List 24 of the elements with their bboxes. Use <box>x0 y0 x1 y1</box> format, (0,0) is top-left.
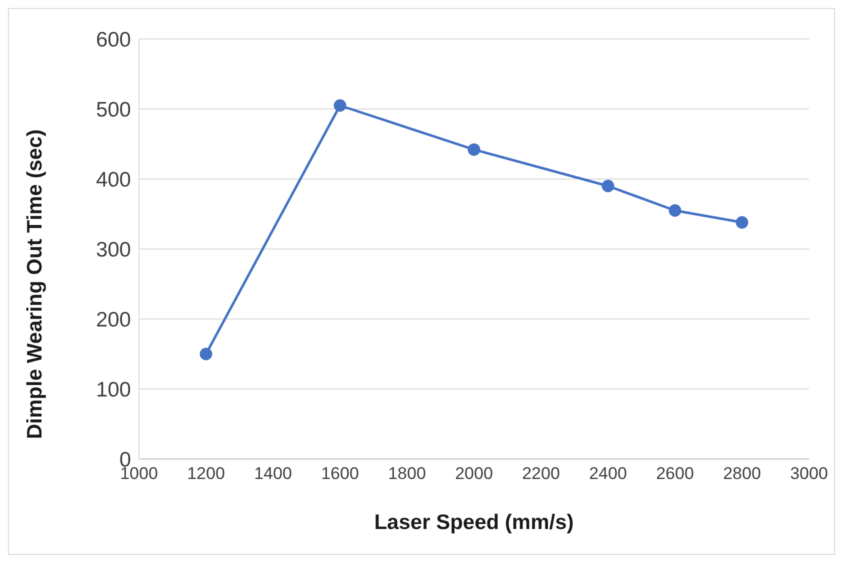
x-tick-label: 1400 <box>254 464 292 484</box>
y-tick-label: 100 <box>96 378 131 402</box>
y-tick-label: 600 <box>96 28 131 52</box>
point <box>334 99 346 112</box>
point <box>668 204 682 217</box>
point <box>200 348 212 360</box>
x-tick-label: 1800 <box>388 464 426 484</box>
point <box>468 143 480 156</box>
x-tick-label: 2200 <box>522 464 560 484</box>
x-tick-label: 2800 <box>723 464 761 484</box>
x-axis-title: Laser Speed (mm/s) <box>374 511 574 534</box>
point <box>602 180 614 192</box>
y-tick-label: 500 <box>96 98 131 122</box>
y-tick-label: 200 <box>96 308 131 332</box>
y-tick-label: 300 <box>96 238 131 262</box>
x-tick-label: 2600 <box>656 464 694 484</box>
point <box>736 216 748 229</box>
x-tick-label: 2000 <box>455 464 493 484</box>
x-tick-label: 1200 <box>187 464 225 484</box>
x-tick-label: 2400 <box>589 464 627 484</box>
x-tick-label: 3000 <box>790 464 828 484</box>
y-axis-title: Dimple Wearing Out Time (sec) <box>23 129 46 439</box>
x-tick-label: 1600 <box>321 464 359 484</box>
y-tick-label: 400 <box>96 168 131 192</box>
